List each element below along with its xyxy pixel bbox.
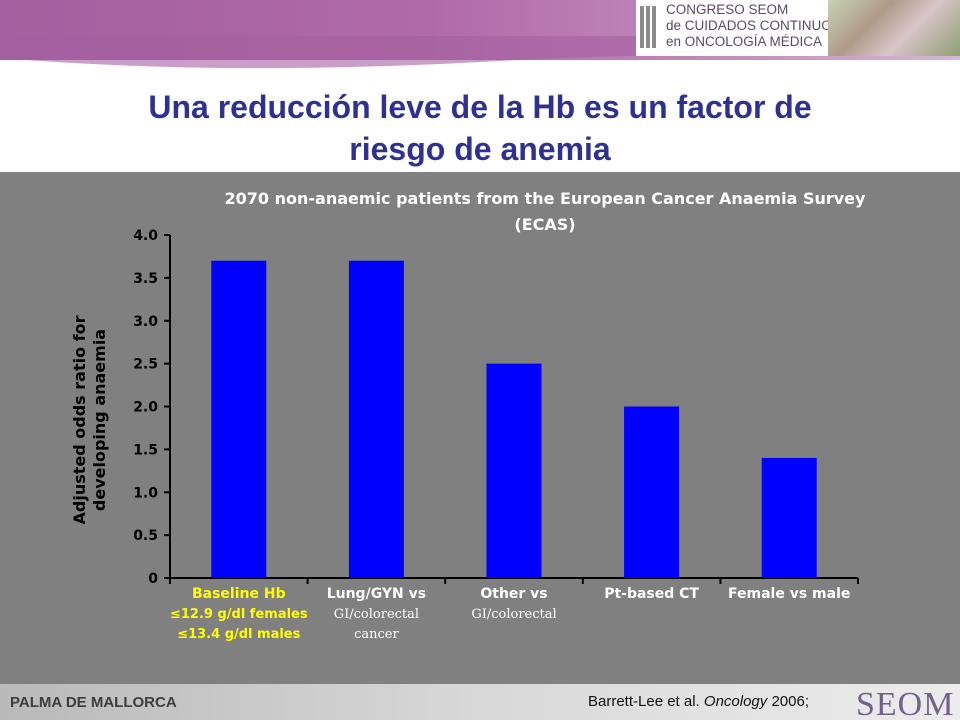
- x-category-label: Other vs: [480, 586, 547, 602]
- chart-panel: [0, 172, 960, 684]
- congress-logo: CONGRESO SEOM de CUIDADOS CONTINUOS en O…: [636, 0, 841, 56]
- y-tick-label: 3.0: [133, 314, 158, 330]
- x-category-label: Baseline Hb: [192, 586, 286, 602]
- congress-logo-bars: [640, 6, 660, 48]
- citation-authors: Barrett-Lee et al.: [588, 693, 704, 710]
- congress-line-3: en ONCOLOGÍA MÉDICA: [666, 34, 823, 49]
- x-category-label: GI/colorectal: [471, 607, 556, 622]
- slide-title-line-2: riesgo de anemia: [349, 131, 611, 167]
- bar: [486, 363, 542, 578]
- x-category-label: cancer: [354, 627, 399, 642]
- bar: [761, 457, 817, 578]
- bar: [624, 406, 680, 578]
- y-tick-label: 2.5: [133, 357, 158, 373]
- y-axis-title-line-2: developing anaemia: [90, 329, 109, 511]
- chart-title: 2070 non-anaemic patients from the Europ…: [160, 186, 930, 238]
- y-tick-label: 3.5: [133, 271, 158, 287]
- y-tick-label: 2.0: [133, 400, 158, 416]
- y-tick-label: 1.5: [133, 442, 158, 458]
- footer-band: [0, 684, 960, 720]
- x-category-label: GI/colorectal: [334, 607, 419, 622]
- slide-title: Una reducción leve de la Hb es un factor…: [60, 86, 900, 170]
- chart-title-line-1: 2070 non-anaemic patients from the Europ…: [224, 189, 866, 208]
- congress-line-2: de CUIDADOS CONTINUOS: [666, 18, 841, 33]
- congress-line-1: CONGRESO SEOM: [666, 2, 789, 17]
- citation-journal: Oncology: [703, 693, 768, 710]
- y-tick-label: 4.0: [133, 228, 158, 244]
- x-category-label: Lung/GYN vs: [327, 586, 426, 602]
- y-tick-label: 1.0: [133, 485, 158, 501]
- slide-title-line-1: Una reducción leve de la Hb es un factor…: [148, 89, 812, 125]
- bar: [211, 260, 267, 578]
- y-axis-title: Adjusted odds ratio fordeveloping anaemi…: [70, 315, 109, 524]
- citation: Barrett-Lee et al. Oncology 2006;: [588, 693, 809, 710]
- y-tick-label: 0.5: [133, 528, 158, 544]
- bar: [348, 260, 404, 578]
- seom-logo: SEOM: [856, 686, 955, 723]
- header-photo: [828, 0, 960, 56]
- y-axis-title-line-1: Adjusted odds ratio for: [70, 315, 89, 524]
- x-category-label: Pt-based CT: [604, 586, 699, 602]
- footer-location: PALMA DE MALLORCA: [10, 694, 177, 711]
- x-category-label: Female vs male: [728, 586, 850, 602]
- x-category-label: ≤12.9 g/dl females: [170, 607, 308, 622]
- x-category-label: ≤13.4 g/dl males: [177, 627, 300, 642]
- y-tick-label: 0: [148, 571, 158, 587]
- citation-year: 2006;: [767, 693, 809, 710]
- chart-title-line-2: (ECAS): [514, 215, 576, 234]
